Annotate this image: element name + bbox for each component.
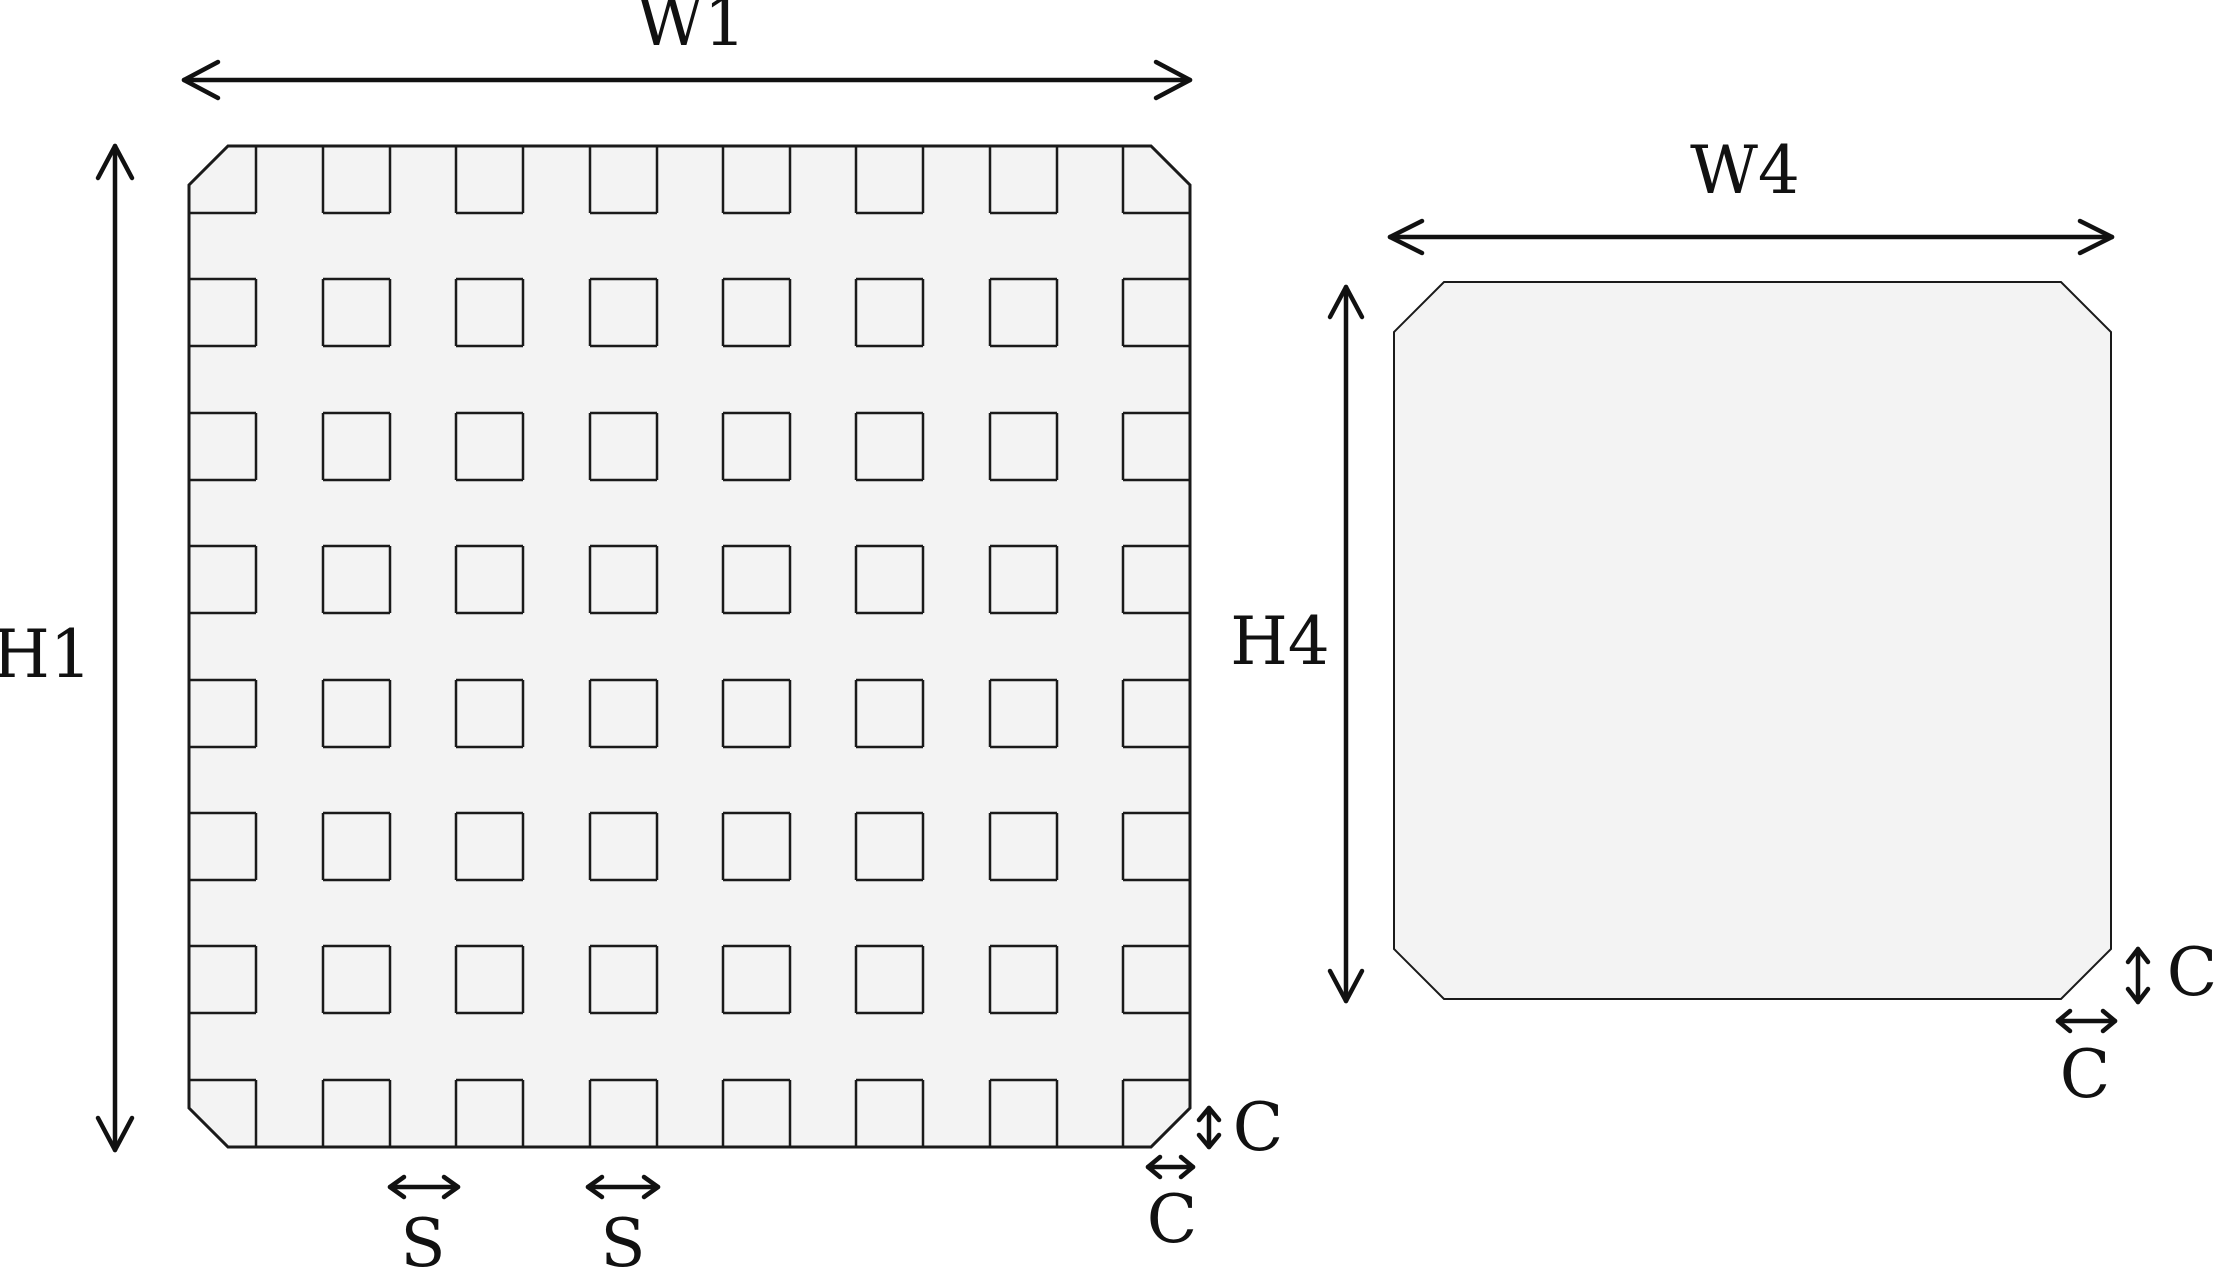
chamfer-arrow-vertical-right <box>2125 946 2151 1005</box>
grid-cell-r5-c6 <box>854 678 925 749</box>
grid-cell-r7-c8 <box>1121 944 1190 1015</box>
grid-cell-r6-c6 <box>854 811 925 882</box>
grid-cell-r3-c3 <box>454 411 525 482</box>
label-s-1: S <box>400 1205 445 1268</box>
grid-cell-r8-c4 <box>588 1078 659 1147</box>
grid-cell-r1-c7 <box>988 146 1059 215</box>
grid-cell-r8-c3 <box>454 1078 525 1147</box>
grid-cell-r4-c7 <box>988 544 1059 615</box>
grid-cell-r2-c1 <box>189 277 258 348</box>
grid-cell-r5-c4 <box>588 678 659 749</box>
grid-cell-r4-c8 <box>1121 544 1190 615</box>
grid-cell-r5-c3 <box>454 678 525 749</box>
grid-cell-r1-c2 <box>321 146 392 215</box>
grid-cell-r4-c6 <box>854 544 925 615</box>
grid-cell-r6-c7 <box>988 811 1059 882</box>
grid-cell-r7-c4 <box>588 944 659 1015</box>
grid-cell-r3-c7 <box>988 411 1059 482</box>
grid-cell-r6-c2 <box>321 811 392 882</box>
grid-cell-r2-c4 <box>588 277 659 348</box>
grid-cell-r8-c7 <box>988 1078 1059 1147</box>
grid-cell-r6-c5 <box>721 811 792 882</box>
width-dimension-arrow-w1 <box>181 59 1193 101</box>
grid-cell-r6-c3 <box>454 811 525 882</box>
grid-cell-r8-c1 <box>189 1078 258 1147</box>
grid-cell-r4-c3 <box>454 544 525 615</box>
grid-cell-r1-c3 <box>454 146 525 215</box>
grid-cell-r2-c6 <box>854 277 925 348</box>
grid-cell-r6-c1 <box>189 811 258 882</box>
label-c-right-vertical: C <box>2167 934 2215 1011</box>
grid-cell-r3-c2 <box>321 411 392 482</box>
grid-cell-r7-c3 <box>454 944 525 1015</box>
grid-cell-r5-c7 <box>988 678 1059 749</box>
grid-cell-r2-c3 <box>454 277 525 348</box>
grid-cell-r8-c6 <box>854 1078 925 1147</box>
left-plate-cell-grid <box>189 146 1190 1147</box>
grid-cell-r7-c5 <box>721 944 792 1015</box>
grid-cell-r1-c6 <box>854 146 925 215</box>
grid-cell-r8-c2 <box>321 1078 392 1147</box>
grid-cell-r7-c7 <box>988 944 1059 1015</box>
grid-cell-r3-c4 <box>588 411 659 482</box>
grid-cell-r7-c6 <box>854 944 925 1015</box>
height-dimension-arrow-h1 <box>95 143 135 1153</box>
grid-cell-r2-c7 <box>988 277 1059 348</box>
grid-cell-r7-c1 <box>189 944 258 1015</box>
chamfer-arrow-vertical-left <box>1196 1105 1222 1150</box>
grid-cell-r3-c8 <box>1121 411 1190 482</box>
grid-cell-r5-c2 <box>321 678 392 749</box>
label-h1: H1 <box>0 616 92 693</box>
grid-cell-r4-c2 <box>321 544 392 615</box>
width-dimension-arrow-w4 <box>1387 218 2115 256</box>
grid-cell-r1-c1 <box>189 146 258 215</box>
grid-cell-r4-c5 <box>721 544 792 615</box>
label-c-right-horizontal: C <box>2060 1036 2111 1113</box>
grid-cell-r3-c6 <box>854 411 925 482</box>
spacing-arrow-s-2 <box>585 1174 661 1200</box>
grid-cell-r6-c4 <box>588 811 659 882</box>
height-dimension-arrow-h4 <box>1327 284 1365 1004</box>
grid-cell-r1-c5 <box>721 146 792 215</box>
grid-cell-r5-c5 <box>721 678 792 749</box>
left-plate <box>187 144 1192 1149</box>
grid-cell-r3-c1 <box>189 411 258 482</box>
chamfer-arrow-horizontal-right <box>2055 1008 2118 1034</box>
label-h4: H4 <box>1230 603 1330 680</box>
grid-cell-r7-c2 <box>321 944 392 1015</box>
grid-cell-r4-c4 <box>588 544 659 615</box>
grid-cell-r2-c5 <box>721 277 792 348</box>
label-c-left-vertical: C <box>1233 1089 1284 1166</box>
label-w4: W4 <box>1690 132 1800 209</box>
grid-cell-r1-c8 <box>1121 146 1190 215</box>
right-plate <box>1393 281 2112 1000</box>
grid-cell-r5-c8 <box>1121 678 1190 749</box>
grid-cell-r8-c5 <box>721 1078 792 1147</box>
grid-cell-r2-c2 <box>321 277 392 348</box>
grid-cell-r3-c5 <box>721 411 792 482</box>
chamfer-arrow-horizontal-left <box>1145 1154 1196 1180</box>
grid-cell-r8-c8 <box>1121 1078 1190 1147</box>
grid-cell-r2-c8 <box>1121 277 1190 348</box>
label-s-2: S <box>600 1205 645 1268</box>
grid-cell-r1-c4 <box>588 146 659 215</box>
label-w1: W1 <box>636 0 746 61</box>
label-c-left-horizontal: C <box>1147 1181 1198 1258</box>
grid-cell-r5-c1 <box>189 678 258 749</box>
grid-cell-r6-c8 <box>1121 811 1190 882</box>
grid-cell-r4-c1 <box>189 544 258 615</box>
spacing-arrow-s-1 <box>387 1174 461 1200</box>
